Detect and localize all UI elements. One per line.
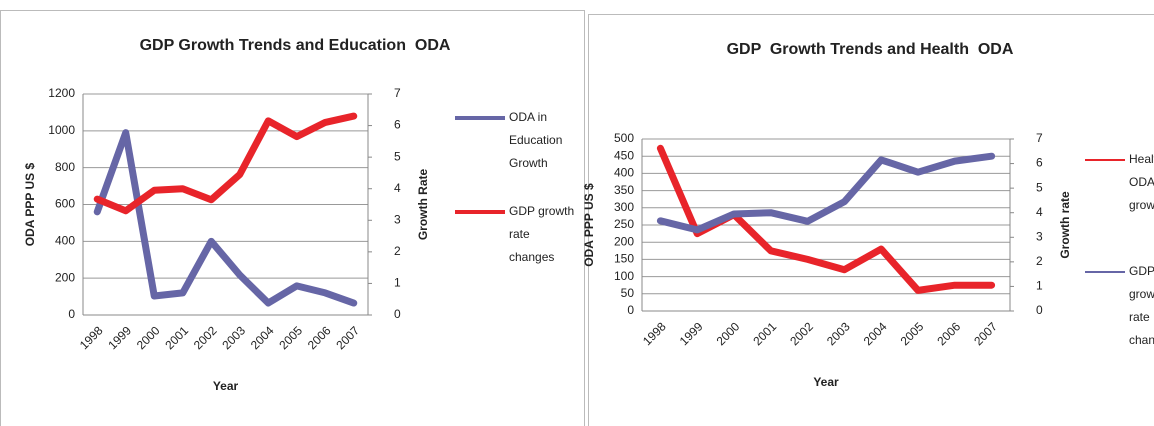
x-tick-label: 1999 (677, 319, 706, 348)
y-tick-label: 200 (55, 270, 75, 284)
x-tick-label: 2005 (276, 323, 305, 352)
legend-label: HealthODAgrowth (1129, 152, 1154, 212)
y2-tick-label: 5 (1036, 180, 1043, 194)
y2-tick-label: 5 (394, 149, 401, 163)
x-tick-label: 2004 (248, 323, 277, 352)
y2-tick-label: 7 (1036, 131, 1043, 145)
x-tick-label: 2001 (750, 319, 779, 348)
y-tick-label: 1000 (48, 123, 75, 137)
series-line (656, 152, 996, 234)
y2-tick-label: 0 (1036, 303, 1043, 317)
y-tick-label: 400 (614, 166, 634, 180)
x-axis-title: Year (813, 375, 839, 389)
legend-label: GDP growth rate changes (509, 204, 574, 264)
x-tick-label: 2002 (191, 323, 220, 352)
x-tick-label: 2003 (824, 319, 853, 348)
y-tick-label: 400 (55, 234, 75, 248)
y-tick-label: 800 (55, 160, 75, 174)
x-tick-label: 1998 (77, 323, 106, 352)
y2-tick-label: 4 (394, 181, 401, 195)
series-line (93, 112, 358, 215)
x-tick-label: 2000 (714, 319, 743, 348)
x-tick-label: 2002 (787, 319, 816, 348)
y-tick-label: 350 (614, 183, 634, 197)
x-tick-label: 1999 (105, 323, 134, 352)
y2-tick-label: 6 (1036, 156, 1043, 170)
y2-tick-label: 2 (394, 244, 401, 258)
x-tick-label: 2001 (162, 323, 191, 352)
y2-tick-label: 1 (1036, 279, 1043, 293)
y-axis-title: ODA PPP US $ (23, 163, 37, 247)
y2-tick-label: 1 (394, 276, 401, 290)
y-tick-label: 0 (68, 307, 75, 321)
y2-axis-title: Growth Rate (416, 169, 430, 241)
y-tick-label: 50 (621, 286, 635, 300)
x-tick-label: 2007 (333, 323, 362, 352)
x-tick-label: 2003 (219, 323, 248, 352)
y-tick-label: 250 (614, 217, 634, 231)
y-tick-label: 300 (614, 200, 634, 214)
y-tick-label: 600 (55, 197, 75, 211)
legend-label: ODA in Education Growth (509, 110, 562, 170)
x-axis-title: Year (213, 379, 239, 393)
chart-title: GDP Growth Trends and Health ODA (727, 41, 1014, 58)
y-tick-label: 200 (614, 234, 634, 248)
y2-tick-label: 4 (1036, 205, 1043, 219)
x-tick-label: 2006 (305, 323, 334, 352)
x-tick-label: 2007 (971, 319, 1000, 348)
x-tick-label: 2005 (898, 319, 927, 348)
chart-title: GDP Growth Trends and Education ODA (140, 37, 451, 54)
y2-tick-label: 6 (394, 118, 401, 132)
y2-tick-label: 3 (394, 212, 401, 226)
y-tick-label: 100 (614, 269, 634, 283)
y-tick-label: 500 (614, 131, 634, 145)
y-tick-label: 150 (614, 252, 634, 266)
y-axis-title: ODA PPP US $ (582, 183, 596, 267)
y-tick-label: 1200 (48, 86, 75, 100)
panel-border (0, 10, 585, 426)
x-tick-label: 2006 (934, 319, 963, 348)
y2-tick-label: 2 (1036, 254, 1043, 268)
y2-tick-label: 7 (394, 86, 401, 100)
x-tick-label: 2000 (134, 323, 163, 352)
series-line (656, 144, 996, 294)
y-tick-label: 450 (614, 148, 634, 162)
y2-tick-label: 3 (1036, 229, 1043, 243)
x-tick-label: 2004 (861, 319, 890, 348)
panel-border (588, 14, 1154, 426)
x-tick-label: 1998 (640, 319, 669, 348)
series-line (93, 129, 358, 307)
y-tick-label: 0 (627, 303, 634, 317)
y2-tick-label: 0 (394, 307, 401, 321)
y2-axis-title: Growth rate (1058, 191, 1072, 259)
